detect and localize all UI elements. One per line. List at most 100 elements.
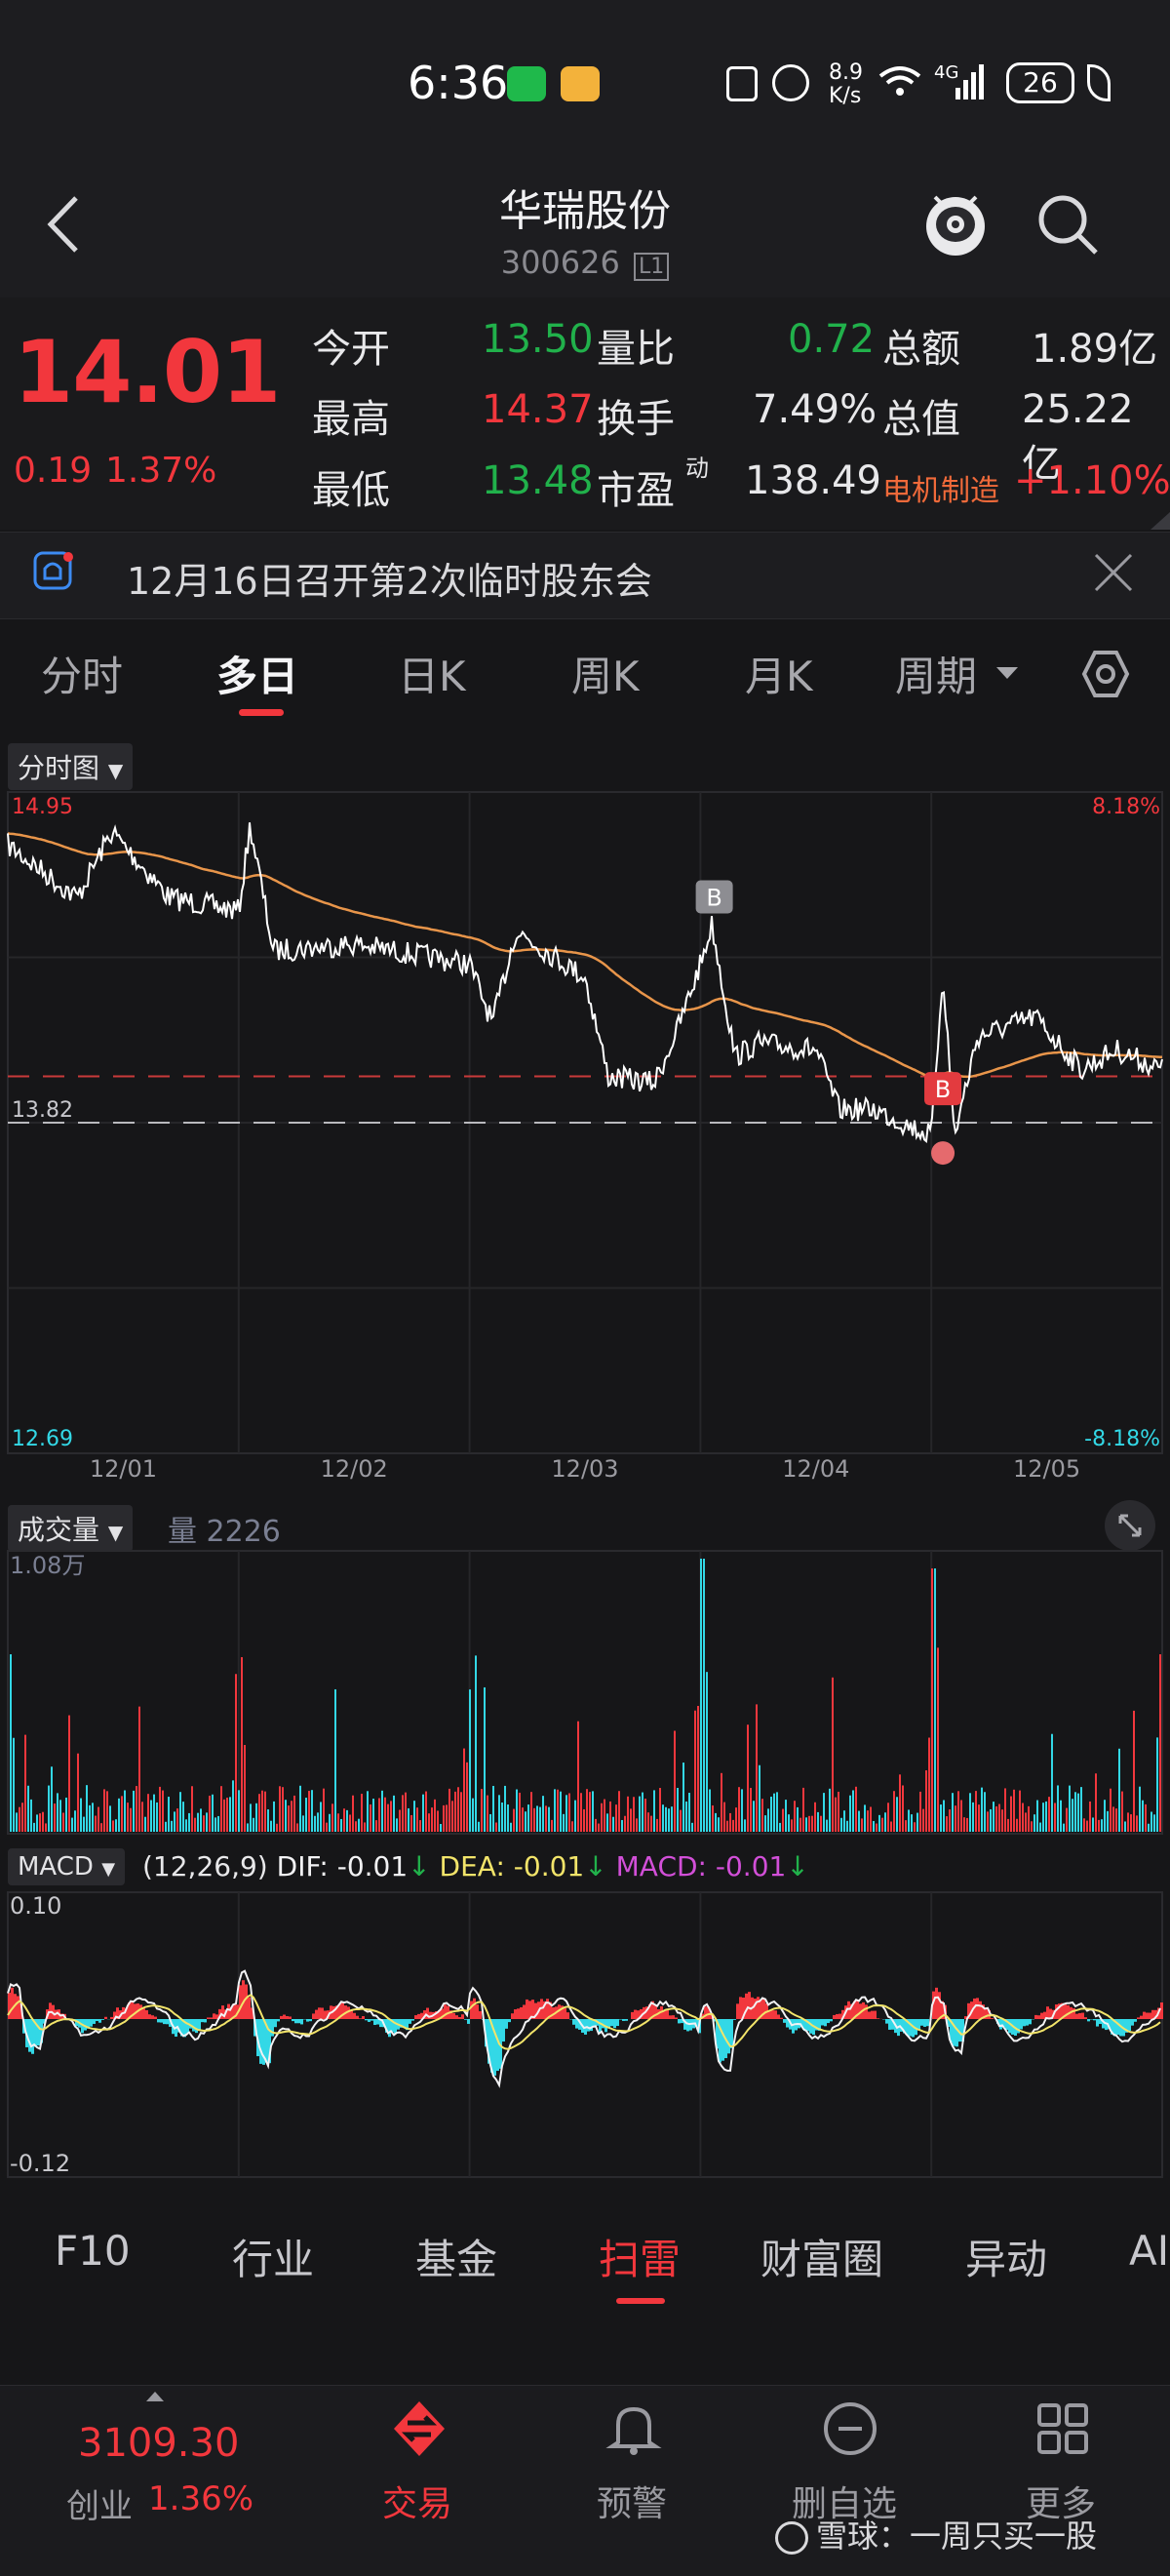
- volume-bar: [501, 1803, 503, 1832]
- tab-weekly-k[interactable]: 周K: [571, 644, 640, 703]
- volume-bar: [811, 1816, 813, 1832]
- macd-histogram-bar: [838, 2014, 841, 2019]
- volume-bar: [715, 1813, 717, 1832]
- value-volume-ratio: 0.72: [788, 317, 875, 362]
- sector-link[interactable]: 电机制造: [882, 466, 999, 509]
- expand-chart-button[interactable]: [1105, 1500, 1155, 1551]
- volume-bar: [232, 1780, 234, 1832]
- robot-assistant-icon[interactable]: [921, 187, 990, 263]
- volume-bar: [788, 1814, 790, 1832]
- volume-bar: [849, 1796, 851, 1832]
- macd-histogram-bar: [1140, 2016, 1143, 2019]
- macd-histogram-bar: [730, 2019, 733, 2048]
- more-button[interactable]: 更多: [1014, 2399, 1112, 2526]
- tab-active-indicator: [239, 709, 284, 716]
- volume-bar: [378, 1799, 380, 1832]
- volume-bar: [317, 1812, 319, 1832]
- signal-icon: 4G: [934, 62, 985, 101]
- tab-multi-day[interactable]: 多日: [216, 644, 298, 703]
- level-badge: L1: [634, 253, 669, 281]
- indicator-volume-select[interactable]: 成交量 ▼: [8, 1505, 133, 1552]
- indicator-macd-select[interactable]: MACD ▼: [8, 1848, 125, 1885]
- trade-button[interactable]: 交易: [370, 2399, 468, 2526]
- index-value[interactable]: 3109.30: [78, 2421, 239, 2466]
- volume-bar: [887, 1803, 889, 1832]
- volume-bar: [13, 1738, 15, 1832]
- volume-bar: [302, 1815, 304, 1832]
- tab-f10[interactable]: F10: [55, 2227, 131, 2275]
- tab-fund[interactable]: 基金: [415, 2227, 497, 2286]
- macd-histogram-bar: [315, 2010, 318, 2019]
- tab-industry[interactable]: 行业: [232, 2227, 314, 2286]
- volume-bar: [832, 1678, 834, 1832]
- volume-bar: [1086, 1821, 1088, 1832]
- tab-intraday[interactable]: 分时: [41, 644, 123, 703]
- expand-icon: [1105, 1500, 1155, 1551]
- volume-bar: [668, 1808, 670, 1832]
- search-button[interactable]: [1034, 190, 1102, 258]
- macd-histogram-bar: [1096, 2019, 1099, 2027]
- label-market-cap: 总值: [882, 387, 960, 444]
- notice-close-button[interactable]: [1092, 551, 1135, 594]
- volume-bar: [293, 1796, 295, 1832]
- volume-bar: [130, 1808, 132, 1832]
- volume-bar: [975, 1791, 977, 1832]
- volume-bar: [1051, 1734, 1053, 1832]
- macd-histogram-bar: [470, 2001, 473, 2019]
- volume-bar: [984, 1792, 986, 1832]
- index-expand-icon[interactable]: [146, 2392, 164, 2401]
- macd-histogram-bar: [151, 2015, 154, 2019]
- volume-bar: [466, 1763, 468, 1832]
- tab-monthly-k[interactable]: 月K: [745, 644, 813, 703]
- volume-bar: [949, 1809, 951, 1832]
- macd-arrow: ↓: [786, 1850, 808, 1882]
- volume-bar: [1127, 1812, 1129, 1832]
- volume-bar: [685, 1802, 687, 1832]
- volume-bar: [960, 1801, 962, 1832]
- macd-histogram-bar: [1160, 2002, 1163, 2019]
- tab-unusual[interactable]: 异动: [965, 2227, 1047, 2286]
- tab-ai[interactable]: AI: [1129, 2227, 1169, 2275]
- macd-histogram-bar: [455, 2015, 458, 2019]
- tab-risk-scan[interactable]: 扫雷: [599, 2227, 681, 2286]
- volume-bar: [741, 1789, 743, 1832]
- chart-settings-button[interactable]: [1080, 649, 1131, 699]
- volume-bar: [519, 1793, 521, 1832]
- macd-chart[interactable]: [0, 1890, 1170, 2183]
- macd-histogram-bar: [163, 2019, 166, 2024]
- volume-bar: [492, 1786, 494, 1832]
- notice-text[interactable]: 12月16日召开第2次临时股东会: [127, 551, 652, 605]
- volume-bar: [487, 1796, 488, 1832]
- volume-bar: [1013, 1790, 1015, 1832]
- volume-bar: [86, 1785, 88, 1832]
- remove-watchlist-button[interactable]: 删自选: [792, 2399, 909, 2526]
- macd-value: MACD: -0.01: [616, 1850, 787, 1882]
- volume-bar: [644, 1799, 646, 1832]
- volume-bar: [495, 1823, 497, 1833]
- volume-chart[interactable]: [0, 1549, 1170, 1837]
- volume-bar: [396, 1818, 398, 1832]
- macd-histogram-bar: [198, 2019, 201, 2030]
- macd-histogram-bar: [780, 2018, 783, 2019]
- volume-bar: [940, 1804, 942, 1832]
- volume-bar: [109, 1805, 111, 1832]
- volume-bar: [876, 1824, 878, 1832]
- tab-wealth-circle[interactable]: 财富圈: [760, 2227, 883, 2286]
- volume-bar: [709, 1789, 711, 1832]
- macd-histogram-bar: [874, 2011, 877, 2019]
- tab-daily-k[interactable]: 日K: [398, 644, 466, 703]
- svg-text:4G: 4G: [934, 62, 958, 83]
- volume-bar: [937, 1647, 939, 1832]
- volume-bar: [1019, 1791, 1021, 1832]
- macd-histogram-bar: [370, 2019, 373, 2021]
- volume-bar: [972, 1803, 974, 1832]
- tab-period[interactable]: 周期: [895, 644, 977, 703]
- volume-bar: [226, 1798, 228, 1832]
- volume-bar: [68, 1716, 70, 1832]
- x-tick-label: 12/05: [1013, 1455, 1080, 1483]
- volume-bar: [908, 1809, 910, 1832]
- macd-histogram-bar: [566, 2012, 569, 2019]
- alert-button[interactable]: 预警: [585, 2399, 682, 2526]
- volume-bar: [370, 1804, 371, 1832]
